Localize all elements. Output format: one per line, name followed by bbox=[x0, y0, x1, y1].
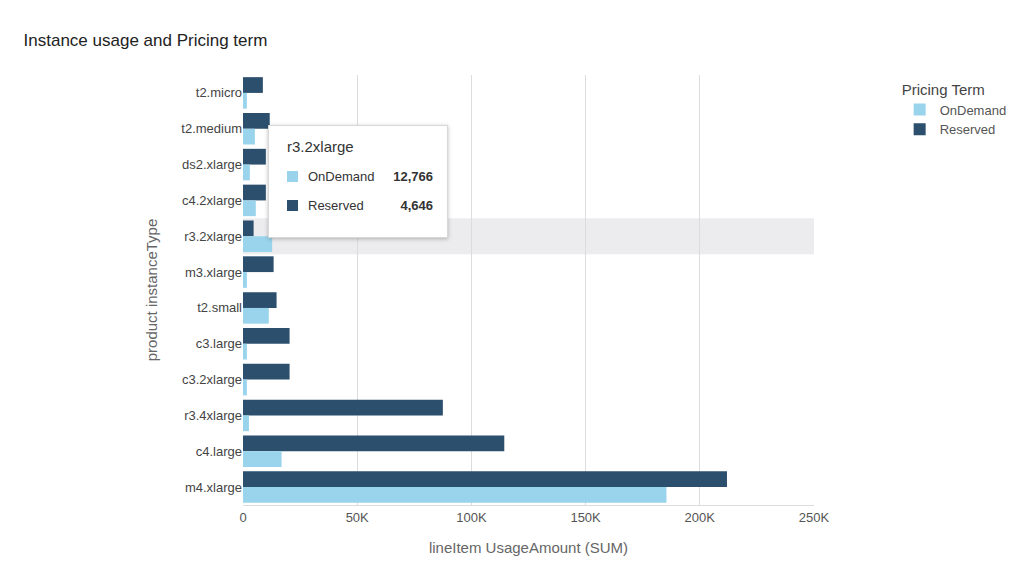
svg-text:c3.large: c3.large bbox=[196, 336, 242, 351]
svg-text:200K: 200K bbox=[685, 510, 716, 525]
svg-text:Instance usage and Pricing ter: Instance usage and Pricing term bbox=[24, 31, 268, 50]
html-text:12,766: 12,766 bbox=[393, 169, 433, 184]
svg-text:150K: 150K bbox=[570, 510, 601, 525]
svg-text:c4.large: c4.large bbox=[196, 444, 242, 459]
svg-text:Pricing Term: Pricing Term bbox=[902, 81, 985, 98]
svg-text:OnDemand: OnDemand bbox=[940, 103, 1006, 118]
svg-text:t2.micro: t2.micro bbox=[196, 85, 242, 100]
svg-text:c4.2xlarge: c4.2xlarge bbox=[182, 193, 242, 208]
svg-text:r3.2xlarge: r3.2xlarge bbox=[184, 229, 242, 244]
svg-text:t2.small: t2.small bbox=[197, 300, 242, 315]
svg-text:c3.2xlarge: c3.2xlarge bbox=[182, 372, 242, 387]
svg-text:250K: 250K bbox=[799, 510, 830, 525]
html-text:4,646: 4,646 bbox=[400, 198, 433, 213]
svg-text:Reserved: Reserved bbox=[940, 122, 996, 137]
svg-text:r3.4xlarge: r3.4xlarge bbox=[184, 408, 242, 423]
svg-text:lineItem UsageAmount (SUM): lineItem UsageAmount (SUM) bbox=[429, 539, 628, 556]
svg-text:100K: 100K bbox=[456, 510, 487, 525]
html-text:OnDemand: OnDemand bbox=[308, 169, 375, 184]
html-text:Reserved: Reserved bbox=[308, 198, 364, 213]
svg-text:ds2.xlarge: ds2.xlarge bbox=[182, 157, 242, 172]
svg-text:m3.xlarge: m3.xlarge bbox=[185, 265, 242, 280]
svg-text:50K: 50K bbox=[346, 510, 369, 525]
svg-text:m4.xlarge: m4.xlarge bbox=[185, 480, 242, 495]
svg-text:0: 0 bbox=[239, 510, 246, 525]
html-text:r3.2xlarge: r3.2xlarge bbox=[287, 138, 354, 155]
svg-text:product instanceType: product instanceType bbox=[143, 219, 160, 362]
svg-text:t2.medium: t2.medium bbox=[181, 121, 242, 136]
